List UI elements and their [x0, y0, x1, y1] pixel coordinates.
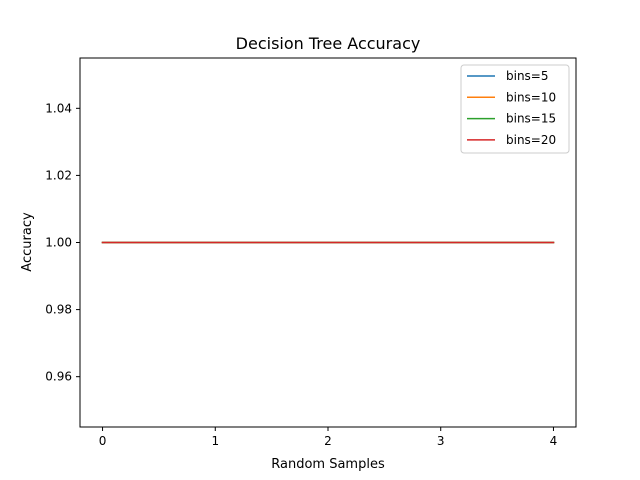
- legend-label: bins=10: [506, 90, 556, 104]
- legend-label: bins=20: [506, 133, 556, 147]
- legend-label: bins=5: [506, 69, 549, 83]
- y-tick-label: 1.02: [45, 168, 72, 182]
- x-tick-label: 3: [437, 434, 445, 448]
- y-tick-label: 0.98: [45, 303, 72, 317]
- chart-title: Decision Tree Accuracy: [236, 34, 421, 53]
- plot-area: [79, 57, 577, 428]
- x-axis-label: Random Samples: [271, 457, 385, 472]
- legend: bins=5 bins=10 bins=15 bins=20: [460, 64, 570, 154]
- y-tick-label: 0.96: [45, 370, 72, 384]
- x-axis-ticks: 0 1 2 3 4: [99, 427, 558, 448]
- legend-label: bins=15: [506, 112, 556, 126]
- y-axis-ticks: 0.96 0.98 1.00 1.02 1.04: [45, 101, 80, 384]
- legend-box: [460, 64, 570, 154]
- y-tick-label: 1.04: [45, 101, 72, 115]
- x-tick-label: 4: [550, 434, 558, 448]
- x-tick-label: 1: [211, 434, 219, 448]
- y-axis-label: Accuracy: [20, 212, 35, 272]
- x-tick-label: 2: [324, 434, 332, 448]
- x-tick-label: 0: [99, 434, 107, 448]
- y-tick-label: 1.00: [45, 236, 72, 250]
